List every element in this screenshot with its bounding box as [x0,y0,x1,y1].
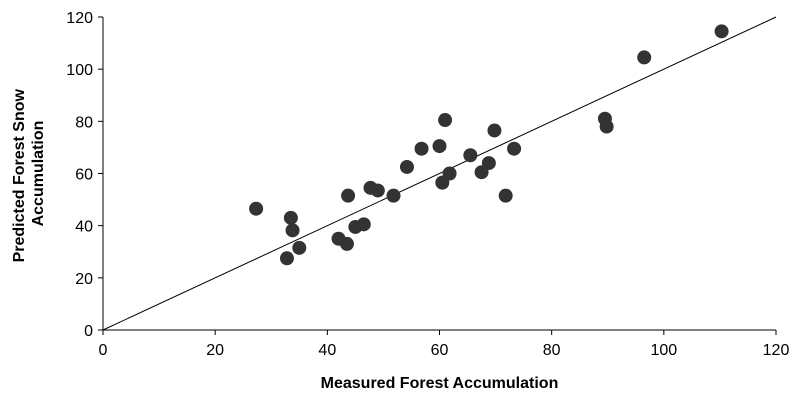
data-point [438,113,453,128]
y-tick-label: 120 [66,10,93,27]
data-point [714,24,729,39]
data-point [487,123,502,138]
data-point [356,217,371,232]
data-point [481,156,496,171]
data-point [283,210,298,225]
data-point [386,188,401,203]
data-point [341,188,356,203]
data-point [442,166,457,181]
data-point [249,201,264,216]
y-tick-label: 60 [75,167,93,184]
y-tick-label: 40 [75,219,93,236]
y-tick-label: 20 [75,271,93,288]
data-point [279,251,294,266]
y-tick-label: 100 [66,62,93,79]
y-axis-title: Predicted Forest Snow Accumulation [11,85,47,263]
x-tick-label: 0 [99,342,108,359]
y-tick-label: 0 [84,323,93,340]
x-axis-title: Measured Forest Accumulation [321,375,559,392]
x-tick-label: 120 [763,342,790,359]
y-axis-title-line-1: Predicted Forest Snow [11,88,28,262]
data-point [498,188,513,203]
data-point [637,50,652,65]
y-tick-label: 80 [75,114,93,131]
data-point [339,236,354,251]
x-tick-label: 60 [431,342,449,359]
x-tick-label: 20 [206,342,224,359]
data-point [432,139,447,154]
x-tick-label: 80 [543,342,561,359]
y-axis-title-line-2: Accumulation [30,121,47,227]
data-point [370,183,385,198]
data-point [463,148,478,163]
data-point [285,223,300,238]
data-point [599,119,614,134]
data-point [507,141,522,156]
x-tick-label: 40 [318,342,336,359]
x-tick-label: 100 [650,342,677,359]
reference-line [102,16,777,331]
data-point [292,240,307,255]
data-point [414,141,429,156]
data-point [399,159,414,174]
